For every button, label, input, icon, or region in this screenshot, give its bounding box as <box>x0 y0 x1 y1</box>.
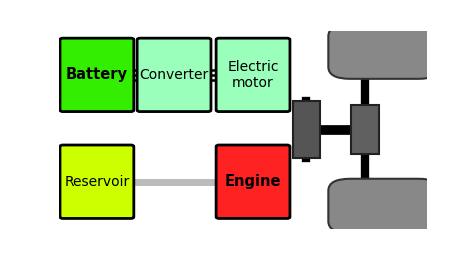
Text: Battery: Battery <box>66 67 128 82</box>
Text: Electric
motor: Electric motor <box>227 60 279 90</box>
FancyBboxPatch shape <box>351 105 379 153</box>
FancyBboxPatch shape <box>216 38 290 112</box>
FancyBboxPatch shape <box>60 38 134 112</box>
FancyBboxPatch shape <box>137 38 211 112</box>
FancyBboxPatch shape <box>328 24 440 79</box>
Text: Converter: Converter <box>139 68 209 82</box>
FancyBboxPatch shape <box>60 145 134 218</box>
FancyBboxPatch shape <box>328 179 440 233</box>
FancyBboxPatch shape <box>292 101 320 159</box>
Text: Engine: Engine <box>225 174 281 189</box>
FancyBboxPatch shape <box>216 145 290 218</box>
Text: Reservoir: Reservoir <box>64 175 129 189</box>
